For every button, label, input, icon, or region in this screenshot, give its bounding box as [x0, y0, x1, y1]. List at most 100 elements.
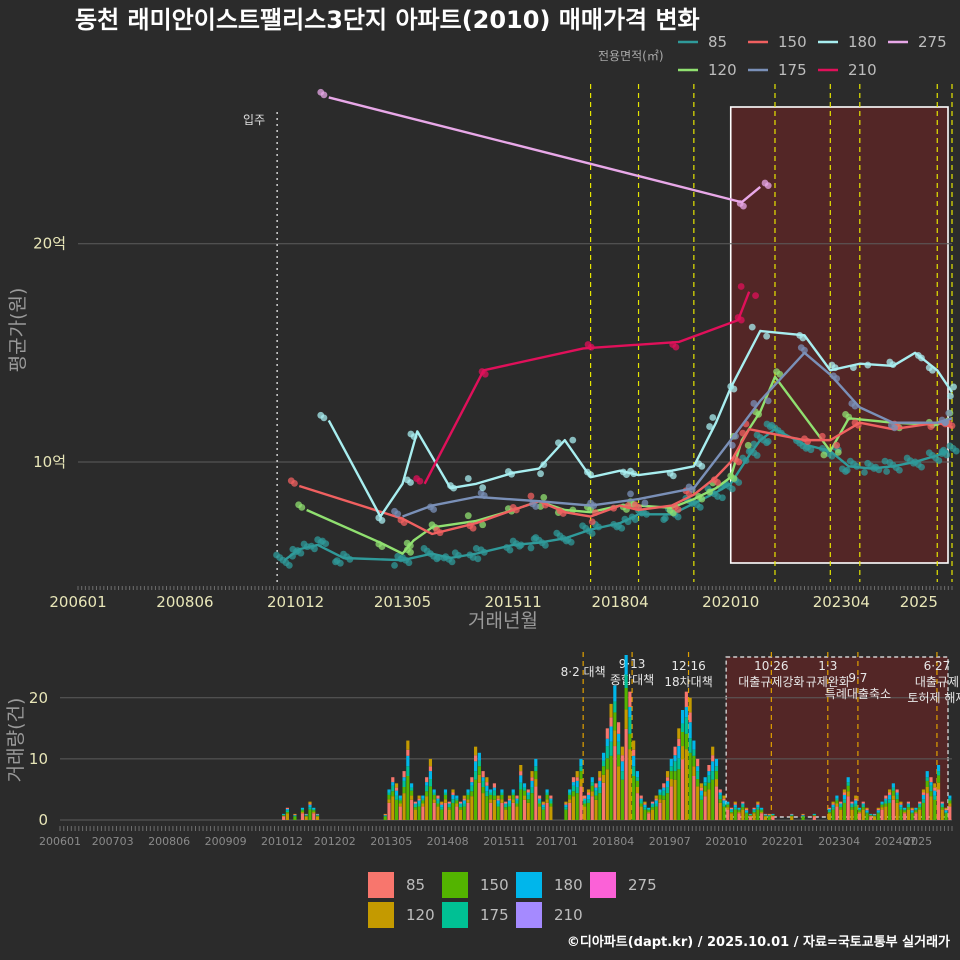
volume-bar	[835, 795, 839, 820]
volume-bar-segment	[910, 807, 914, 809]
volume-bar-segment	[771, 814, 775, 816]
volume-bar-segment	[417, 795, 421, 799]
volume-bar-segment	[500, 799, 504, 803]
volume-bar-segment	[394, 787, 399, 791]
data-point	[569, 436, 577, 444]
volume-bar-segment	[541, 804, 545, 808]
volume-bar-segment	[530, 777, 534, 781]
volume-bar	[398, 795, 402, 820]
volume-bar-segment	[492, 795, 496, 800]
data-point	[737, 283, 745, 290]
volume-bar-segment	[504, 807, 508, 810]
volume-bar-segment	[425, 785, 429, 792]
data-point	[950, 383, 957, 391]
volume-bar	[861, 801, 865, 820]
volume-bar-segment	[857, 807, 862, 809]
volume-bar-segment	[534, 766, 538, 772]
volume-bar-segment	[428, 779, 433, 787]
volume-bar	[857, 807, 862, 820]
volume-bar-segment	[462, 798, 466, 801]
data-point	[469, 554, 477, 561]
volume-bar	[545, 789, 549, 820]
volume-bar-segment	[428, 771, 433, 780]
volume-bar-segment	[526, 794, 530, 800]
volume-bar-segment	[462, 806, 466, 820]
volume-bar	[647, 807, 651, 820]
volume-bar-segment	[417, 803, 421, 807]
volume-bar-segment	[421, 803, 425, 807]
volume-x-tick-label: 2025	[904, 835, 932, 848]
volume-bar-segment	[639, 798, 643, 801]
volume-bar-segment	[771, 813, 775, 815]
volume-bar-segment	[410, 787, 414, 791]
volume-bar-segment	[940, 804, 944, 808]
volume-bar	[940, 801, 944, 820]
volume-bar	[496, 795, 500, 820]
volume-bar	[729, 807, 734, 820]
volume-bar-segment	[530, 793, 534, 820]
volume-bar-segment	[763, 813, 767, 815]
volume-bar-segment	[891, 787, 895, 791]
volume-bar-segment	[568, 802, 572, 820]
credit-text: ©디아파트(dapt.kr) / 2025.10.01 / 자료=국토교통부 실…	[567, 934, 950, 950]
volume-bar-segment	[647, 810, 651, 813]
data-point	[669, 472, 677, 480]
volume-bar-segment	[470, 777, 474, 783]
volume-bar-segment	[741, 803, 745, 805]
data-point	[947, 392, 954, 400]
volume-bar-segment	[869, 815, 873, 816]
volume-bar-segment	[899, 809, 903, 820]
volume-bar	[801, 813, 805, 820]
volume-bar	[703, 777, 707, 820]
volume-bar-segment	[812, 814, 816, 816]
volume-bar-segment	[925, 771, 929, 778]
volume-bar-segment	[579, 766, 583, 772]
volume-bar-segment	[891, 783, 895, 788]
volume-bar-segment	[564, 804, 568, 808]
data-point	[674, 513, 682, 521]
volume-bar-segment	[458, 803, 463, 805]
volume-bar-segment	[304, 814, 308, 816]
volume-bar	[530, 771, 534, 820]
event-label: 6·27	[924, 659, 951, 673]
volume-bar-segment	[696, 786, 700, 820]
volume-bar-segment	[293, 816, 297, 820]
volume-bar-segment	[744, 813, 749, 820]
volume-bar-segment	[410, 783, 414, 788]
volume-bar-segment	[519, 775, 523, 783]
volume-bar-segment	[293, 815, 297, 817]
x-tick-label: 200601	[49, 593, 106, 611]
volume-bar	[880, 801, 884, 820]
volume-bar-segment	[899, 803, 903, 805]
volume-bar-segment	[827, 809, 831, 811]
volume-bar-segment	[703, 777, 707, 783]
volume-bar-segment	[790, 813, 794, 815]
volume-bar-segment	[315, 813, 320, 815]
volume-bar-segment	[632, 766, 636, 776]
volume-y-tick-label: 0	[38, 811, 48, 829]
volume-bar	[601, 752, 606, 820]
volume-bar-segment	[748, 815, 752, 817]
volume-bar-segment	[586, 802, 591, 820]
volume-bar-segment	[699, 795, 703, 800]
volume-bar-segment	[948, 803, 952, 807]
volume-bar-segment	[692, 740, 696, 750]
volume-bar-segment	[282, 816, 286, 820]
volume-bar-segment	[906, 804, 910, 808]
volume-bar-segment	[714, 771, 719, 780]
volume-bar-segment	[790, 816, 794, 820]
volume-bar-segment	[696, 779, 700, 787]
volume-bar-segment	[394, 783, 399, 788]
volume-bar-segment	[869, 814, 873, 816]
volume-bar-segment	[583, 798, 587, 801]
volume-bar-segment	[801, 816, 805, 820]
volume-bar-segment	[410, 790, 414, 796]
volume-bar-segment	[579, 771, 583, 780]
volume-bar-segment	[748, 814, 752, 816]
volume-bar-segment	[304, 813, 308, 815]
volume-bar	[929, 777, 933, 820]
volume-bar-segment	[477, 774, 481, 783]
volume-bar-segment	[681, 710, 685, 724]
volume-bar-segment	[282, 813, 286, 815]
